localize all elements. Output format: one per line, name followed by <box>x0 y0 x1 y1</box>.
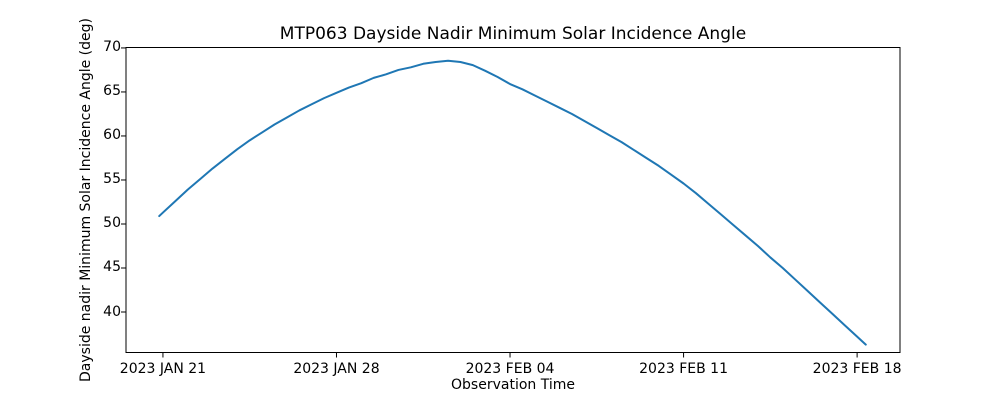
y-tick-label: 70 <box>103 39 121 56</box>
y-tick-label: 45 <box>103 259 121 276</box>
y-tick-label: 65 <box>103 83 121 100</box>
y-tick-label: 55 <box>103 171 121 188</box>
axes-spines <box>125 47 901 353</box>
x-tick-label: 2023 JAN 28 <box>293 361 380 377</box>
y-tick-label: 50 <box>103 215 121 232</box>
x-axis-label: Observation Time <box>451 377 575 393</box>
y-axis-label: Dayside nadir Minimum Solar Incidence An… <box>78 18 94 382</box>
y-tick-label: 60 <box>103 127 121 144</box>
y-tick-label: 40 <box>103 303 121 320</box>
x-tick-label: 2023 JAN 21 <box>119 361 207 377</box>
x-tick-label: 2023 FEB 18 <box>812 361 902 377</box>
data-line <box>158 59 867 346</box>
x-tick-label: 2023 FEB 11 <box>639 361 728 377</box>
x-tick-label: 2023 FEB 04 <box>465 361 555 377</box>
chart-title: MTP063 Dayside Nadir Minimum Solar Incid… <box>279 24 747 44</box>
